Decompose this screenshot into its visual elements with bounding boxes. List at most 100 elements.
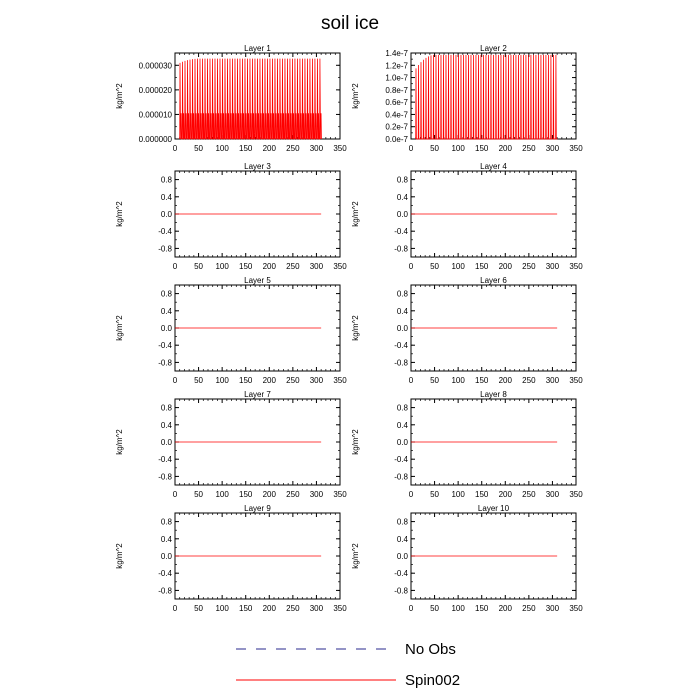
x-tick-label: 50: [194, 604, 203, 613]
x-tick-label: 350: [569, 604, 583, 613]
y-tick-label: 0.0: [161, 438, 173, 447]
x-tick-label: 200: [263, 376, 277, 385]
x-tick-label: 350: [333, 376, 347, 385]
y-tick-label: -0.4: [394, 341, 408, 350]
x-tick-label: 300: [310, 262, 324, 271]
y-tick-label: -0.8: [158, 586, 172, 595]
y-tick-label: 0.0: [161, 324, 173, 333]
y-tick-label: 1.2e-7: [385, 61, 408, 70]
y-axis-label: kg/m^2: [115, 315, 124, 341]
y-tick-label: 0.8: [397, 176, 409, 185]
x-tick-label: 200: [499, 262, 513, 271]
y-tick-label: -0.4: [394, 569, 408, 578]
x-tick-label: 300: [546, 376, 560, 385]
x-tick-label: 350: [333, 490, 347, 499]
x-tick-label: 200: [499, 604, 513, 613]
panel-title: Layer 9: [244, 504, 271, 513]
x-tick-label: 0: [173, 376, 178, 385]
y-tick-label: 0.4: [161, 421, 173, 430]
y-tick-label: 0.000020: [139, 86, 173, 95]
x-tick-label: 100: [451, 376, 465, 385]
x-tick-label: 150: [475, 490, 489, 499]
series-line-spin002: [415, 54, 558, 140]
chart-panel-layer-7: Layer 7 kg/m^2 0 50 100 150 200 250 300 350 -0.8 -0…: [115, 390, 347, 499]
y-tick-label: 0.4: [397, 535, 409, 544]
series-line-spin002: [179, 58, 322, 140]
x-tick-label: 150: [475, 144, 489, 153]
y-tick-label: -0.4: [394, 455, 408, 464]
x-tick-label: 250: [522, 490, 536, 499]
x-tick-label: 50: [430, 262, 439, 271]
x-tick-label: 250: [286, 490, 300, 499]
y-axis-label: kg/m^2: [351, 201, 360, 227]
panel-title: Layer 3: [244, 162, 271, 171]
x-tick-label: 150: [475, 376, 489, 385]
y-axis-label: kg/m^2: [351, 543, 360, 569]
panel-title: Layer 10: [478, 504, 510, 513]
y-tick-label: 0.0: [161, 552, 173, 561]
figure-title: soil ice: [321, 13, 379, 34]
y-tick-label: 0.000000: [139, 135, 173, 144]
chart-panel-layer-3: Layer 3 kg/m^2 0 50 100 150 200 250 300 350 -0.8 -0…: [115, 162, 347, 271]
y-tick-label: -0.8: [158, 472, 172, 481]
x-tick-label: 250: [522, 144, 536, 153]
x-tick-label: 350: [569, 262, 583, 271]
x-tick-label: 150: [475, 262, 489, 271]
chart-panel-layer-8: Layer 8 kg/m^2 0 50 100 150 200 250 300 350 -0.8 -0…: [351, 390, 583, 499]
x-tick-label: 100: [451, 604, 465, 613]
x-tick-label: 0: [173, 490, 178, 499]
panel-grid: Layer 1kg/m^20 50 100 150 200 250 300 3500.0000…: [115, 44, 583, 613]
x-tick-label: 50: [194, 262, 203, 271]
panel-title: Layer 5: [244, 276, 271, 285]
y-tick-label: 0.8e-7: [385, 86, 408, 95]
y-tick-label: 0.000030: [139, 61, 173, 70]
x-tick-label: 150: [475, 604, 489, 613]
y-tick-label: 0.000010: [139, 110, 173, 119]
x-tick-label: 100: [451, 262, 465, 271]
y-tick-label: -0.8: [158, 358, 172, 367]
x-tick-label: 200: [263, 262, 277, 271]
y-axis-label: kg/m^2: [115, 543, 124, 569]
y-tick-label: -0.8: [158, 244, 172, 253]
x-tick-label: 150: [239, 376, 253, 385]
y-tick-label: 0.2e-7: [385, 123, 408, 132]
y-tick-label: 0.4: [161, 307, 173, 316]
x-tick-label: 350: [333, 604, 347, 613]
x-tick-label: 250: [286, 262, 300, 271]
y-tick-label: 0.4e-7: [385, 110, 408, 119]
x-tick-label: 250: [522, 262, 536, 271]
panel-title: Layer 8: [480, 390, 507, 399]
y-tick-label: -0.8: [394, 586, 408, 595]
x-tick-label: 350: [333, 144, 347, 153]
x-tick-label: 100: [215, 490, 229, 499]
x-tick-label: 250: [522, 604, 536, 613]
legend-label-no-obs: No Obs: [405, 641, 456, 658]
x-tick-label: 100: [215, 262, 229, 271]
x-tick-label: 200: [263, 490, 277, 499]
y-tick-label: 0.8: [397, 518, 409, 527]
y-axis-label: kg/m^2: [115, 201, 124, 227]
x-tick-label: 100: [451, 490, 465, 499]
y-axis-label: kg/m^2: [351, 315, 360, 341]
panel-title: Layer 1: [244, 44, 271, 53]
y-tick-label: -0.8: [394, 358, 408, 367]
legend: No Obs Spin002: [236, 641, 460, 689]
x-tick-label: 100: [215, 144, 229, 153]
x-tick-label: 150: [239, 144, 253, 153]
x-tick-label: 0: [409, 604, 414, 613]
y-axis-label: kg/m^2: [351, 429, 360, 455]
x-tick-label: 250: [522, 376, 536, 385]
y-tick-label: 1.4e-7: [385, 49, 408, 58]
y-tick-label: 0.8: [397, 404, 409, 413]
x-tick-label: 200: [499, 376, 513, 385]
x-tick-label: 0: [409, 490, 414, 499]
chart-panel-layer-9: Layer 9 kg/m^2 0 50 100 150 200 250 300 350 -0.8 -0…: [115, 504, 347, 613]
x-tick-label: 350: [569, 144, 583, 153]
x-tick-label: 300: [310, 490, 324, 499]
x-tick-label: 150: [239, 490, 253, 499]
panel-title: Layer 4: [480, 162, 507, 171]
x-tick-label: 0: [173, 604, 178, 613]
x-tick-label: 300: [310, 376, 324, 385]
x-tick-label: 0: [409, 144, 414, 153]
x-tick-label: 250: [286, 604, 300, 613]
